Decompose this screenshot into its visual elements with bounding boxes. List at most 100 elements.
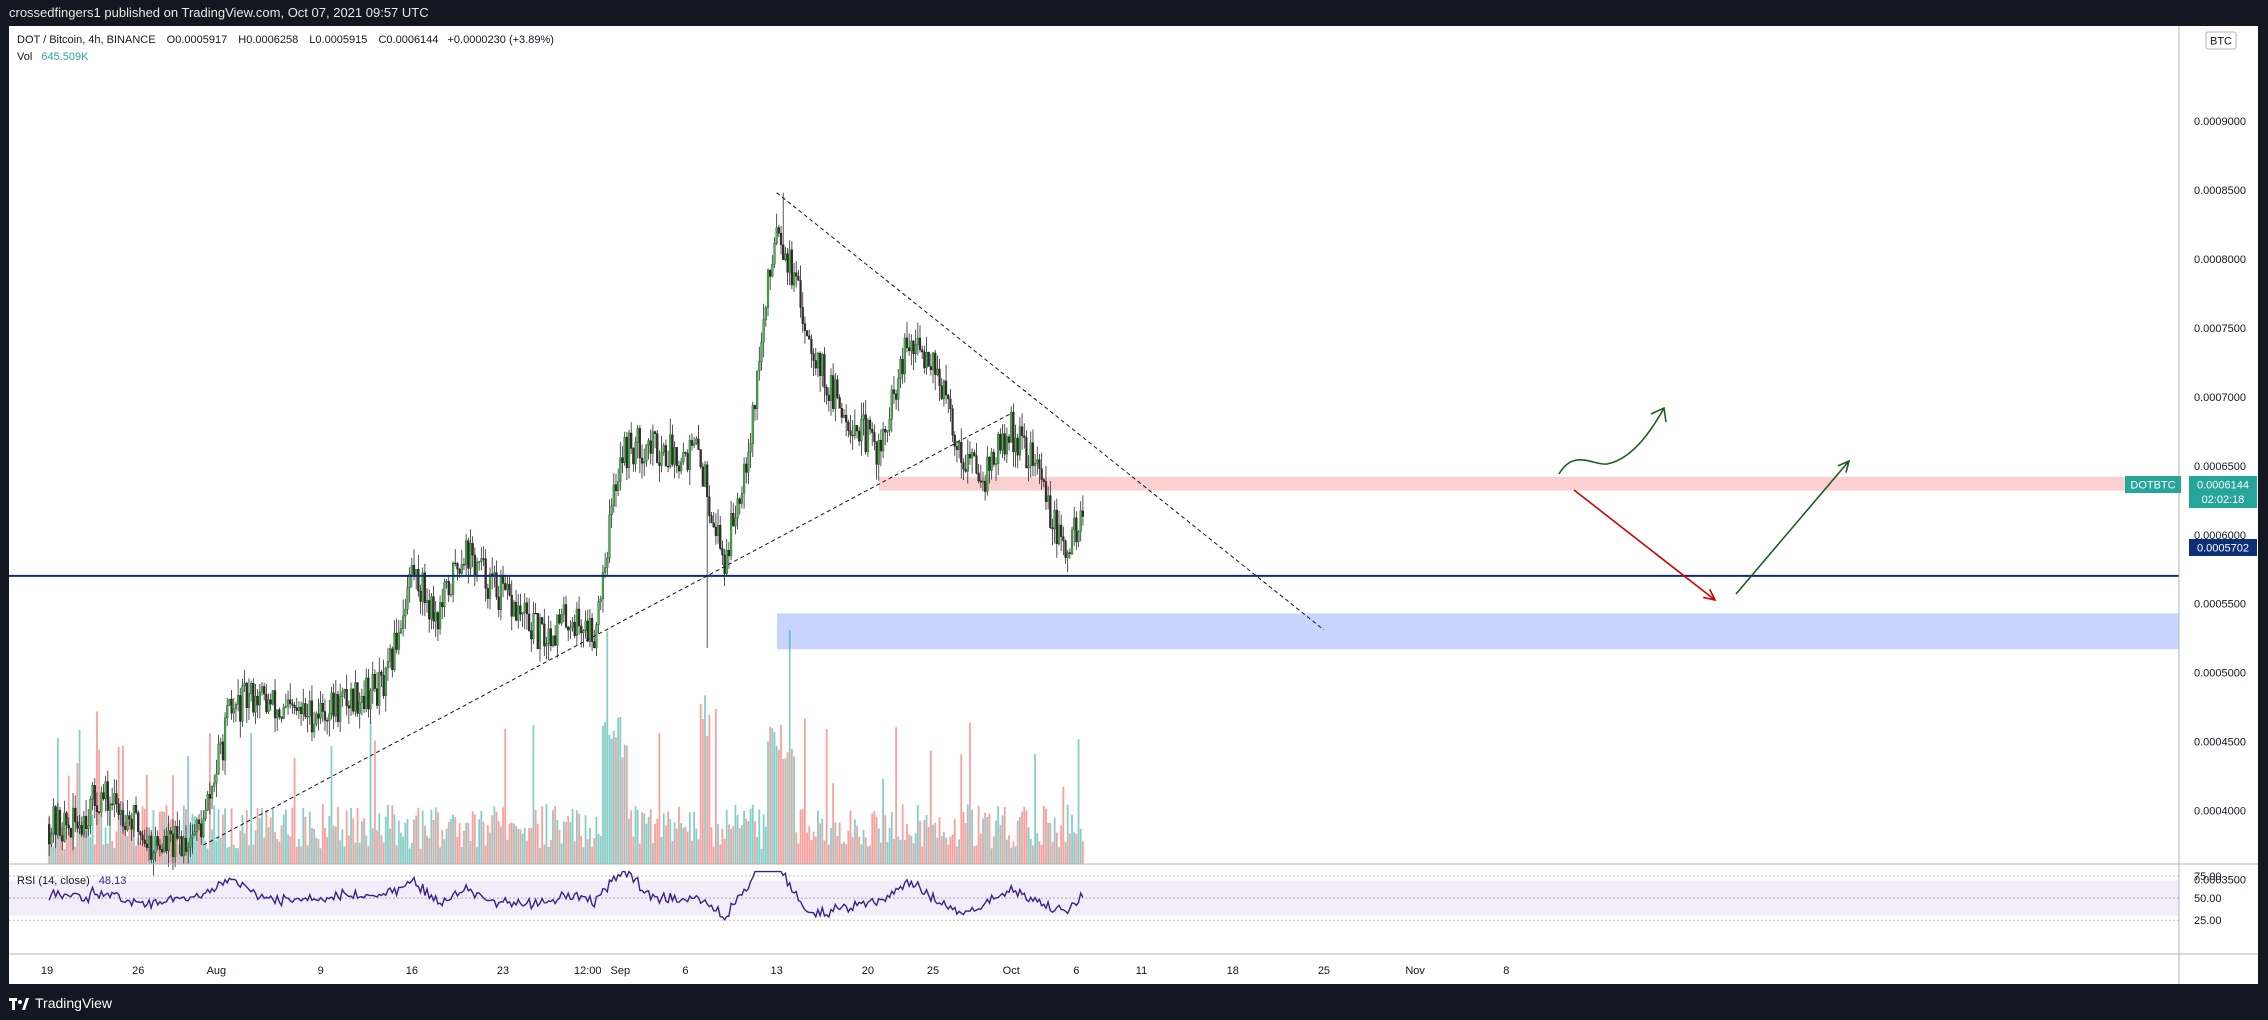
candle <box>545 643 548 647</box>
candle <box>493 572 496 575</box>
volume-bar <box>921 846 924 864</box>
candle <box>819 352 822 376</box>
currency-badge[interactable] <box>2205 31 2237 50</box>
resistance-zone <box>879 476 2179 491</box>
candle <box>454 562 457 564</box>
volume-bar <box>738 827 741 864</box>
volume-bar <box>636 809 639 864</box>
volume-bar <box>354 842 357 864</box>
volume-bar <box>932 824 934 864</box>
candle <box>517 605 520 621</box>
candle <box>840 408 843 418</box>
volume-bar <box>958 839 960 864</box>
candle <box>784 253 787 261</box>
candle <box>832 375 835 409</box>
tradingview-logo-icon <box>9 998 29 1011</box>
volume-bar <box>499 826 502 864</box>
candle <box>495 572 498 598</box>
candle <box>530 630 533 640</box>
volume-bar <box>793 756 795 864</box>
volume-bar <box>723 838 726 864</box>
volume-bar <box>484 845 487 864</box>
volume-bar <box>473 814 476 864</box>
candle <box>384 667 387 697</box>
volume-bar <box>628 818 630 864</box>
candle <box>165 836 168 852</box>
volume-bar <box>560 843 563 864</box>
volume-bar <box>124 822 127 864</box>
volume-bar <box>625 745 628 864</box>
volume-bar <box>890 811 893 864</box>
candle <box>703 464 707 487</box>
candle <box>868 420 872 430</box>
legend-change: +0.0000230 (+3.89%) <box>447 34 553 46</box>
candle <box>410 565 413 575</box>
candle <box>358 702 361 714</box>
volume-bar <box>391 805 394 864</box>
volume-bar <box>860 844 863 864</box>
candle <box>78 825 81 829</box>
volume-bar <box>897 836 900 864</box>
candle <box>386 661 390 669</box>
candle <box>241 685 244 722</box>
candle <box>402 615 405 629</box>
volume-bar <box>437 812 439 864</box>
candle <box>1005 436 1008 455</box>
volume-bar <box>98 749 101 864</box>
volume-bar <box>719 844 722 864</box>
candle <box>777 227 780 234</box>
legend-close: C0.0006144 <box>378 34 438 46</box>
volume-bar <box>145 774 148 864</box>
candle <box>908 347 911 352</box>
candle <box>117 803 120 815</box>
volume-bar <box>204 840 207 864</box>
volume-bar <box>430 809 433 864</box>
candle <box>313 723 316 733</box>
candle <box>918 337 922 351</box>
volume-bar <box>767 741 769 864</box>
volume-bar <box>519 829 522 864</box>
candle <box>580 625 583 634</box>
candle <box>56 809 59 835</box>
volume-bar <box>945 837 947 864</box>
volume-bar <box>834 822 837 864</box>
volume-bar <box>493 806 496 864</box>
candle <box>356 682 359 714</box>
volume-bar <box>714 708 717 864</box>
candle <box>130 818 133 830</box>
candle <box>929 366 932 371</box>
candle <box>271 690 274 705</box>
volume-bar <box>775 745 778 864</box>
candle <box>221 741 225 761</box>
volume-bar <box>308 811 311 864</box>
volume-bar <box>669 819 672 864</box>
volume-bar <box>591 847 593 864</box>
volume-bar <box>471 811 474 864</box>
volume-bar <box>856 825 858 864</box>
candle <box>812 353 815 361</box>
volume-bar <box>1021 811 1023 864</box>
footer-brand: TradingView <box>35 995 113 1011</box>
candlestick-chart[interactable]: 75.00 50.00 25.00 0.0009000 0.0008500 0.0008… <box>9 26 2258 984</box>
candle <box>234 704 238 710</box>
volume-bar <box>491 815 494 864</box>
svg-text:DOT / Bitcoin, 4h, BINANCE: DOT / Bitcoin, 4h, BINANCE O0.0005917 H0… <box>17 34 554 46</box>
volume-bar <box>1019 817 1021 864</box>
candle <box>328 713 331 722</box>
rsi-value: 48.13 <box>99 875 127 887</box>
volume-bar <box>415 815 418 864</box>
volume-bar <box>654 823 656 864</box>
candle <box>790 249 793 286</box>
volume-bar <box>397 820 400 864</box>
candle <box>332 692 335 717</box>
price-tick-label: 0.0005000 <box>2194 668 2246 680</box>
volume-bar <box>539 848 541 864</box>
volume-bar <box>777 749 780 864</box>
candle <box>528 613 531 631</box>
candle <box>61 835 64 842</box>
candle <box>378 671 381 706</box>
candle <box>892 389 896 395</box>
candle <box>651 431 654 454</box>
volume-bar <box>1066 804 1069 864</box>
volume-bar <box>83 819 85 864</box>
